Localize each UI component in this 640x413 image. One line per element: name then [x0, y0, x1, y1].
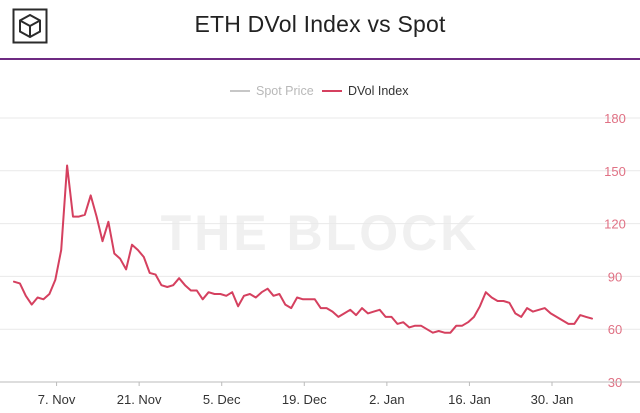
x-tick-label: 2. Jan: [369, 392, 404, 407]
y-tick-label: 120: [604, 217, 626, 232]
x-tick-label: 21. Nov: [117, 392, 162, 407]
watermark: THE BLOCK: [161, 205, 480, 261]
x-tick-label: 30. Jan: [531, 392, 574, 407]
chart-title: ETH DVol Index vs Spot: [194, 11, 446, 37]
the-block-cube-logo-icon: [12, 8, 48, 44]
legend-label: Spot Price: [256, 84, 314, 98]
chart-area: THE BLOCK Spot Price DVol Index 306090120…: [0, 84, 640, 407]
x-tick-label: 19. Dec: [282, 392, 327, 407]
y-tick-label: 180: [604, 111, 626, 126]
y-tick-label: 150: [604, 164, 626, 179]
legend-item-dvol-index[interactable]: DVol Index: [322, 84, 409, 98]
legend-label: DVol Index: [348, 84, 409, 98]
y-tick-label: 60: [608, 322, 622, 337]
title-divider: [0, 58, 640, 60]
x-tick-label: 16. Jan: [448, 392, 491, 407]
x-tick-label: 5. Dec: [203, 392, 241, 407]
x-tick-label: 7. Nov: [38, 392, 76, 407]
y-tick-label: 90: [608, 269, 622, 284]
legend-item-spot-price[interactable]: Spot Price: [230, 84, 314, 98]
